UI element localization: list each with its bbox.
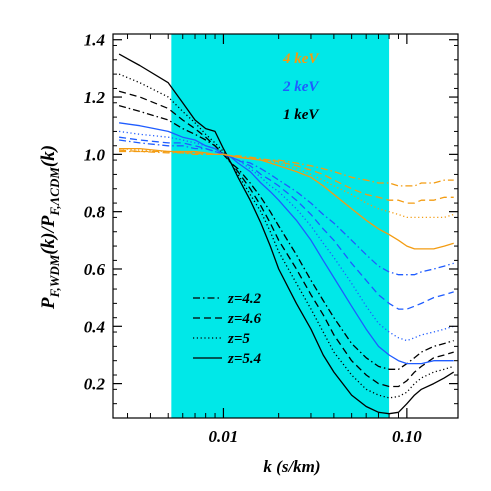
y-tick-label: 1.4	[84, 31, 105, 50]
series-line-4kev-z5p4	[119, 147, 454, 250]
series-line-1kev-z4p6	[118, 90, 454, 388]
series-line-2kev-z5p4	[119, 122, 454, 365]
series-line-1kev-z4p2	[118, 104, 454, 370]
y-axis-title-main: P	[38, 297, 59, 310]
legend-label: z=5	[227, 331, 250, 347]
y-tick-label: 0.8	[84, 203, 106, 222]
series-line-4kev-z4p2	[119, 150, 454, 187]
x-tick-label: 0.10	[392, 427, 422, 446]
series-layer	[118, 53, 455, 415]
series-line-2kev-z4p2	[119, 139, 454, 276]
mass-labels-layer: 4 keV 2 keV 1 keV	[282, 51, 320, 123]
y-axis-title-end: (k)	[38, 145, 59, 167]
y-tick-label: 0.2	[84, 375, 106, 394]
y-tick-label: 1.2	[84, 88, 106, 107]
y-axis-title-mid: (k)/P	[38, 215, 59, 254]
y-tick-label: 1.0	[84, 145, 106, 164]
y-axis-title-sub2: F,ΛCDM	[47, 167, 62, 217]
legend-label: z=4.6	[227, 311, 262, 327]
x-axis-title: k (s/km)	[263, 457, 320, 476]
series-line-2kev-z4p6	[119, 136, 454, 310]
x-tick-label: 0.01	[209, 427, 239, 446]
legend-layer: z=4.2 z=4.6 z=5 z=5.4	[193, 291, 262, 367]
series-line-4kev-z5	[119, 147, 454, 219]
shaded-band-layer	[171, 34, 390, 418]
y-axis-title: PF,WDM(k)/PF,ΛCDM(k)	[38, 145, 62, 310]
legend-label: z=5.4	[227, 351, 262, 367]
y-axis-title-sub1: F,WDM	[47, 254, 62, 298]
y-tick-label: 0.4	[84, 317, 105, 336]
mass-label: 4 keV	[282, 51, 320, 67]
y-tick-label: 0.6	[84, 260, 106, 279]
plot-frame	[112, 33, 459, 419]
series-line-2kev-z5	[119, 130, 454, 342]
mass-label: 2 keV	[282, 79, 320, 95]
axes-layer: 0.2 0.4 0.6 0.8 1.0 1.2 1.4 0.01 0.10	[84, 31, 459, 446]
mass-label: 1 keV	[283, 107, 320, 123]
series-line-1kev-z5p4	[118, 53, 455, 415]
legend-label: z=4.2	[227, 291, 262, 307]
shaded-band	[171, 34, 390, 418]
